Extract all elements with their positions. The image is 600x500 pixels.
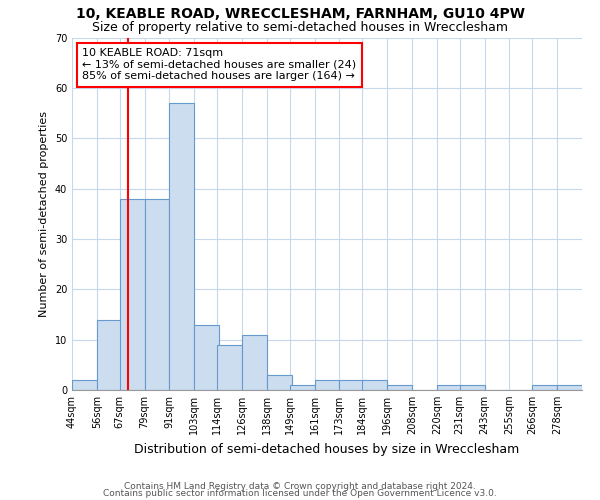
Bar bbox=[387, 385, 412, 390]
Bar bbox=[169, 103, 194, 390]
Text: Size of property relative to semi-detached houses in Wrecclesham: Size of property relative to semi-detach… bbox=[92, 21, 508, 34]
Bar bbox=[437, 385, 462, 390]
Bar bbox=[217, 344, 242, 390]
Bar bbox=[290, 385, 314, 390]
Bar bbox=[97, 320, 122, 390]
Text: 10, KEABLE ROAD, WRECCLESHAM, FARNHAM, GU10 4PW: 10, KEABLE ROAD, WRECCLESHAM, FARNHAM, G… bbox=[76, 8, 524, 22]
Bar bbox=[532, 385, 557, 390]
Y-axis label: Number of semi-detached properties: Number of semi-detached properties bbox=[39, 111, 49, 317]
Text: Contains HM Land Registry data © Crown copyright and database right 2024.: Contains HM Land Registry data © Crown c… bbox=[124, 482, 476, 491]
Bar bbox=[242, 334, 267, 390]
Text: 10 KEABLE ROAD: 71sqm
← 13% of semi-detached houses are smaller (24)
85% of semi: 10 KEABLE ROAD: 71sqm ← 13% of semi-deta… bbox=[82, 48, 356, 82]
Bar bbox=[557, 385, 582, 390]
Text: Contains public sector information licensed under the Open Government Licence v3: Contains public sector information licen… bbox=[103, 489, 497, 498]
Bar bbox=[72, 380, 97, 390]
Bar bbox=[362, 380, 387, 390]
Bar bbox=[145, 198, 169, 390]
Bar bbox=[267, 375, 292, 390]
Bar bbox=[460, 385, 485, 390]
Bar bbox=[340, 380, 364, 390]
Bar bbox=[194, 324, 219, 390]
Bar bbox=[314, 380, 340, 390]
Bar bbox=[119, 198, 145, 390]
X-axis label: Distribution of semi-detached houses by size in Wrecclesham: Distribution of semi-detached houses by … bbox=[134, 442, 520, 456]
